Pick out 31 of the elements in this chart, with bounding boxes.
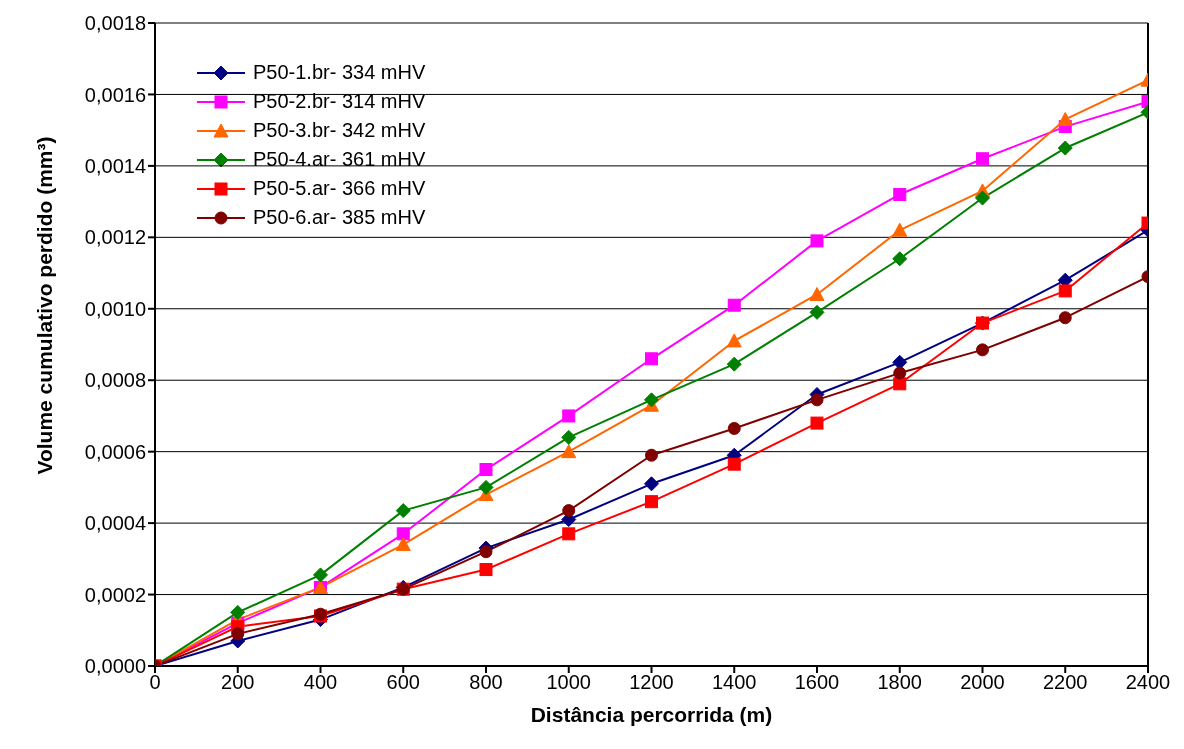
x-tick-label: 600 [386, 671, 420, 694]
y-tick-label: 0,0006 [84, 440, 146, 463]
x-tick-label: 1800 [877, 671, 922, 694]
x-tick-label: 1400 [712, 671, 757, 694]
y-tick-label: 0,0002 [84, 583, 146, 606]
x-tick-label: 1200 [629, 671, 674, 694]
x-tick-label: 1600 [794, 671, 840, 694]
y-tick-label: 0,0014 [84, 154, 146, 177]
legend-label: P50-6.ar- 385 mHV [253, 206, 426, 229]
x-tick-label: 2200 [1043, 671, 1088, 694]
x-tick-label: 200 [221, 671, 255, 694]
y-axis-title: Volume cumulativo perdido (mm³) [33, 136, 57, 475]
y-tick-label: 0,0000 [84, 655, 146, 678]
legend-label: P50-1.br- 334 mHV [253, 61, 426, 84]
legend-label: P50-4.ar- 361 mHV [253, 148, 426, 171]
x-tick-label: 2400 [1125, 671, 1171, 694]
x-tick-label: 800 [469, 671, 503, 694]
legend-label: P50-5.ar- 366 mHV [253, 177, 426, 200]
y-tick-label: 0,0004 [84, 512, 146, 535]
legend-label: P50-3.br- 342 mHV [253, 119, 426, 142]
x-tick-label: 1000 [546, 671, 591, 694]
x-axis-title: Distância percorrida (m) [530, 703, 773, 726]
y-tick-label: 0,0010 [84, 297, 146, 320]
y-tick-label: 0,0018 [84, 12, 146, 35]
x-tick-label: 400 [303, 671, 338, 694]
y-tick-label: 0,0008 [84, 369, 146, 392]
legend-label: P50-2.br- 314 mHV [253, 90, 426, 113]
x-tick-label: 0 [149, 671, 161, 694]
y-tick-label: 0,0012 [84, 226, 146, 249]
y-tick-label: 0,0016 [84, 83, 146, 106]
x-tick-label: 2000 [960, 671, 1005, 694]
